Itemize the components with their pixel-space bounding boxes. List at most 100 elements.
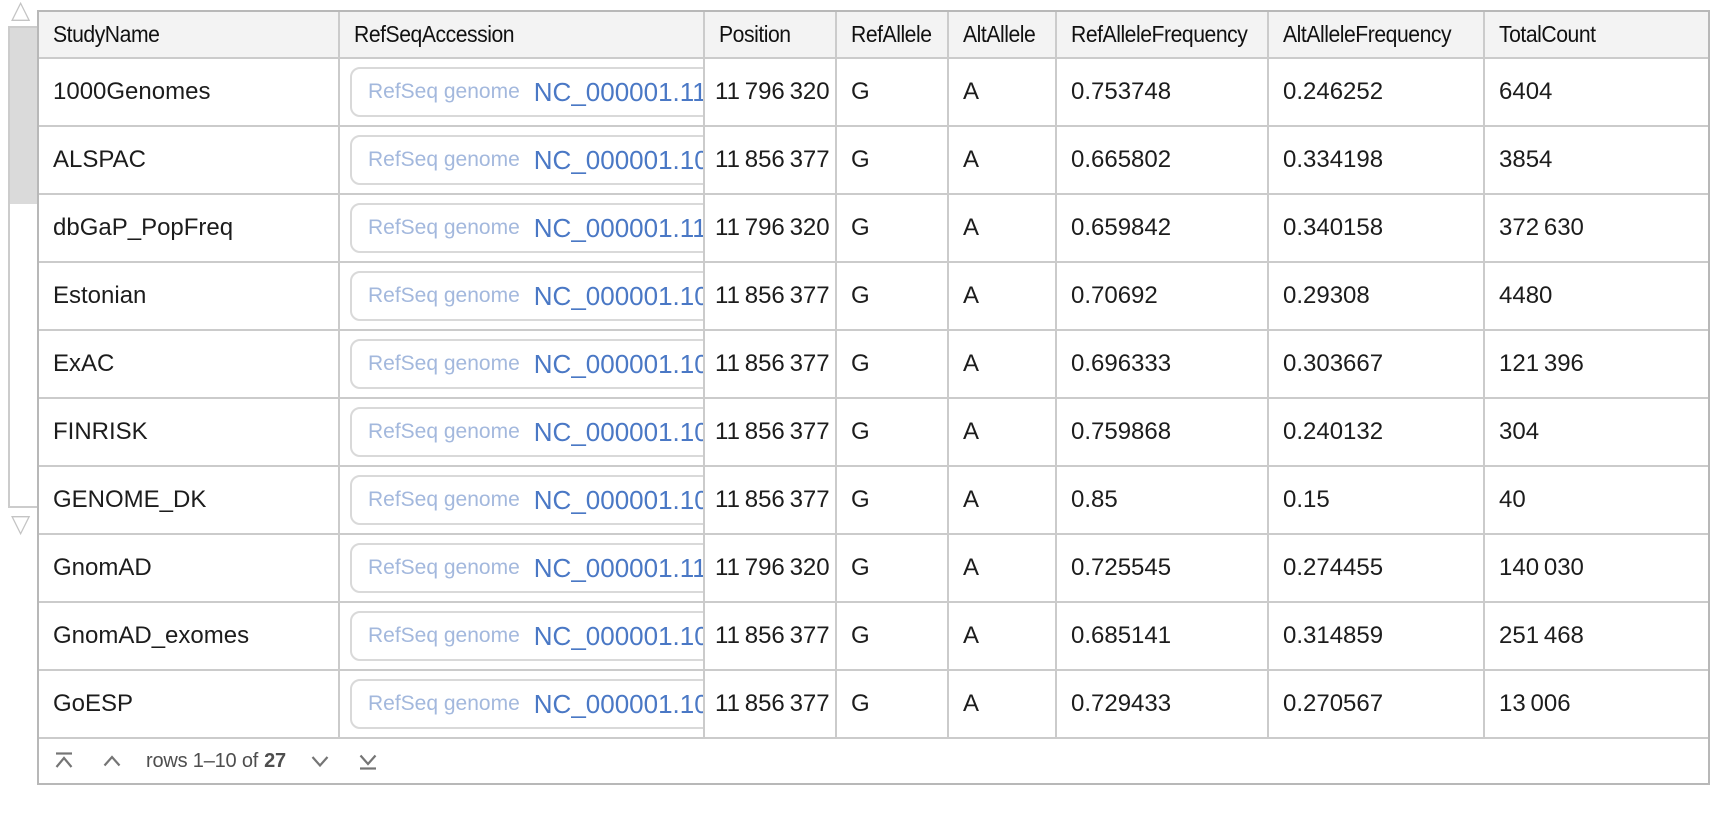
table-row: ALSPAC RefSeq genome NC_000001.10 11 856… [38, 125, 1709, 195]
refseq-genome-badge[interactable]: RefSeq genome NC_000001.10 [350, 679, 704, 729]
refseq-accession-cell: RefSeq genome NC_000001.10 [338, 261, 705, 331]
last-page-button[interactable] [344, 739, 392, 783]
column-header-position: Position [703, 11, 837, 59]
refseq-genome-label: RefSeq genome [368, 284, 520, 307]
alt-allele-cell: A [947, 601, 1057, 671]
ref-allele-cell: G [835, 125, 949, 195]
accession-link[interactable]: NC_000001.10 [533, 280, 704, 311]
frequency-table-panel: StudyName RefSeqAccession Position RefAl… [37, 10, 1710, 785]
total-count-cell: 140 030 [1483, 533, 1709, 603]
ref-allele-cell: G [835, 465, 949, 535]
ref-allele-frequency-cell: 0.85 [1055, 465, 1269, 535]
ref-allele-cell: G [835, 193, 949, 263]
refseq-genome-badge[interactable]: RefSeq genome NC_000001.11 [350, 67, 704, 117]
ref-allele-cell: G [835, 261, 949, 331]
alt-allele-frequency-cell: 0.314859 [1267, 601, 1485, 671]
total-count-cell: 304 [1483, 397, 1709, 467]
accession-link[interactable]: NC_000001.11 [533, 212, 704, 243]
first-page-button[interactable] [40, 739, 88, 783]
table-row: GENOME_DK RefSeq genome NC_000001.10 11 … [38, 465, 1709, 535]
ref-allele-frequency-cell: 0.725545 [1055, 533, 1269, 603]
accession-link[interactable]: NC_000001.10 [533, 620, 704, 651]
accession-link[interactable]: NC_000001.10 [533, 144, 704, 175]
refseq-genome-badge[interactable]: RefSeq genome NC_000001.11 [350, 203, 704, 253]
ref-allele-frequency-cell: 0.659842 [1055, 193, 1269, 263]
position-cell: 11 856 377 [703, 125, 837, 195]
position-cell: 11 856 377 [703, 329, 837, 399]
position-cell: 11 796 320 [703, 57, 837, 127]
refseq-genome-badge[interactable]: RefSeq genome NC_000001.10 [350, 407, 704, 457]
accession-link[interactable]: NC_000001.11 [533, 552, 704, 583]
accession-link[interactable]: NC_000001.11 [533, 76, 704, 107]
scroll-down-button[interactable]: ▽ [11, 510, 41, 538]
column-header-refallelefrequency: RefAlleleFrequency [1055, 11, 1269, 59]
refseq-accession-cell: RefSeq genome NC_000001.11 [338, 533, 705, 603]
rows-range-text: rows 1–10 of 27 [146, 750, 286, 773]
study-name-cell: FINRISK [38, 397, 340, 467]
chevron-bar-down-icon [359, 754, 377, 770]
column-header-refseqaccession: RefSeqAccession [338, 11, 705, 59]
ref-allele-frequency-cell: 0.729433 [1055, 669, 1269, 738]
refseq-accession-cell: RefSeq genome NC_000001.10 [338, 125, 705, 195]
total-rows-count: 27 [264, 749, 286, 772]
alt-allele-cell: A [947, 465, 1057, 535]
alt-allele-cell: A [947, 193, 1057, 263]
refseq-genome-label: RefSeq genome [368, 692, 520, 715]
alt-allele-frequency-cell: 0.303667 [1267, 329, 1485, 399]
refseq-genome-badge[interactable]: RefSeq genome NC_000001.11 [350, 543, 704, 593]
refseq-accession-cell: RefSeq genome NC_000001.10 [338, 465, 705, 535]
refseq-genome-label: RefSeq genome [368, 216, 520, 239]
total-count-cell: 3854 [1483, 125, 1709, 195]
total-count-cell: 13 006 [1483, 669, 1709, 738]
alt-allele-frequency-cell: 0.340158 [1267, 193, 1485, 263]
triangle-down-icon: ▽ [11, 510, 31, 538]
column-header-altallelefrequency: AltAlleleFrequency [1267, 11, 1485, 59]
column-header-studyname: StudyName [38, 11, 340, 59]
ref-allele-cell: G [835, 397, 949, 467]
refseq-genome-label: RefSeq genome [368, 148, 520, 171]
alt-allele-frequency-cell: 0.15 [1267, 465, 1485, 535]
accession-link[interactable]: NC_000001.10 [533, 688, 704, 719]
alt-allele-frequency-cell: 0.246252 [1267, 57, 1485, 127]
refseq-accession-cell: RefSeq genome NC_000001.11 [338, 57, 705, 127]
chevron-up-icon [103, 755, 121, 767]
alt-allele-cell: A [947, 397, 1057, 467]
refseq-genome-badge[interactable]: RefSeq genome NC_000001.10 [350, 271, 704, 321]
accession-link[interactable]: NC_000001.10 [533, 484, 704, 515]
ref-allele-frequency-cell: 0.759868 [1055, 397, 1269, 467]
study-name-cell: GnomAD [38, 533, 340, 603]
study-name-cell: GoESP [38, 669, 340, 738]
alt-allele-cell: A [947, 533, 1057, 603]
ref-allele-frequency-cell: 0.665802 [1055, 125, 1269, 195]
accession-link[interactable]: NC_000001.10 [533, 416, 704, 447]
ref-allele-cell: G [835, 601, 949, 671]
alt-allele-cell: A [947, 125, 1057, 195]
column-header-refallele: RefAllele [835, 11, 949, 59]
ref-allele-cell: G [835, 57, 949, 127]
refseq-genome-badge[interactable]: RefSeq genome NC_000001.10 [350, 475, 704, 525]
study-name-cell: 1000Genomes [38, 57, 340, 127]
previous-page-button[interactable] [88, 739, 136, 783]
refseq-genome-label: RefSeq genome [368, 420, 520, 443]
refseq-accession-cell: RefSeq genome NC_000001.10 [338, 601, 705, 671]
refseq-accession-cell: RefSeq genome NC_000001.11 [338, 193, 705, 263]
table-row: GoESP RefSeq genome NC_000001.10 11 856 … [38, 669, 1709, 738]
study-name-cell: GnomAD_exomes [38, 601, 340, 671]
refseq-genome-label: RefSeq genome [368, 488, 520, 511]
alt-allele-cell: A [947, 261, 1057, 331]
refseq-genome-badge[interactable]: RefSeq genome NC_000001.10 [350, 135, 704, 185]
table-row: 1000Genomes RefSeq genome NC_000001.11 1… [38, 57, 1709, 127]
scroll-up-button[interactable]: △ [11, 0, 41, 23]
alt-allele-frequency-cell: 0.29308 [1267, 261, 1485, 331]
refseq-genome-badge[interactable]: RefSeq genome NC_000001.10 [350, 611, 704, 661]
table-row: dbGaP_PopFreq RefSeq genome NC_000001.11… [38, 193, 1709, 263]
position-cell: 11 856 377 [703, 669, 837, 738]
next-page-button[interactable] [296, 739, 344, 783]
table-row: Estonian RefSeq genome NC_000001.10 11 8… [38, 261, 1709, 331]
position-cell: 11 856 377 [703, 397, 837, 467]
ref-allele-cell: G [835, 329, 949, 399]
refseq-genome-badge[interactable]: RefSeq genome NC_000001.10 [350, 339, 704, 389]
refseq-genome-label: RefSeq genome [368, 352, 520, 375]
chevron-down-icon [311, 756, 329, 768]
accession-link[interactable]: NC_000001.10 [533, 348, 704, 379]
